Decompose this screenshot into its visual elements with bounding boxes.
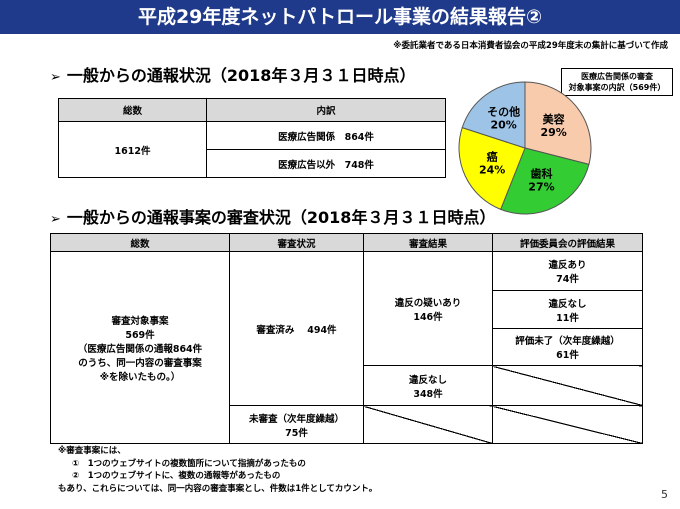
suspected-count: 違反の疑いあり 146件 <box>363 251 493 366</box>
footnote: ※審査事案には、 ① 1つのウェブサイトの複数箇所について指摘があったもの ② … <box>58 445 377 495</box>
page-title: 平成29年度ネットパトロール事業の結果報告② <box>0 0 680 34</box>
empty-cell <box>492 405 643 444</box>
pie-slice <box>461 81 526 149</box>
header-breakdown: 内訳 <box>206 98 446 122</box>
pie-slice <box>500 147 590 215</box>
pie-slice-percent: 24% <box>479 163 505 176</box>
footnote-line: ※審査事案には、 <box>58 446 126 456</box>
footnote-line: もあり、これらについては、同一内容の審査事案とし、件数は1件としてカウント。 <box>58 483 378 494</box>
review-total: 審査対象事案 569件 （医療広告関係の通報864件 のうち、同一内容の審査事案… <box>50 251 230 444</box>
section1-heading: ➢ 一般からの通報状況（2018年３月３１日時点） <box>50 62 415 86</box>
header-committee-result: 評価委員会の評価結果 <box>492 233 643 252</box>
review-table: 総数 審査状況 審査結果 評価委員会の評価結果 審査対象事案 569件 （医療広… <box>50 233 643 444</box>
pie-slice-label: その他 <box>487 105 520 119</box>
pie-slice-label: 歯科 <box>530 166 552 180</box>
source-note: ※委託業者である日本消費者協会の平成29年度末の集計に基づいて作成 <box>393 41 668 51</box>
no-violation-count: 違反なし 348件 <box>363 365 493 406</box>
section2-heading-text: 一般からの通報事案の審査状況（2018年３月３１日時点） <box>66 208 496 227</box>
pie-slice <box>458 126 526 211</box>
violation-count: 違反あり 74件 <box>492 251 643 291</box>
pie-caption-line2: 対象事案の内訳（569件） <box>568 83 666 92</box>
section1-heading-text: 一般からの通報状況（2018年３月３１日時点） <box>66 66 416 85</box>
header-total: 総数 <box>50 233 230 252</box>
breakdown-medical: 医療広告関係 864件 <box>206 121 446 150</box>
pie-caption-line1: 医療広告関係の審査 <box>581 72 653 81</box>
header-total: 総数 <box>58 98 207 122</box>
pie-slice-percent: 27% <box>528 180 554 193</box>
arrow-icon: ➢ <box>50 70 61 85</box>
empty-cell <box>492 365 643 406</box>
header-review-status: 審査状況 <box>229 233 364 252</box>
page-number: 5 <box>661 488 668 501</box>
header-review-result: 審査結果 <box>363 233 493 252</box>
breakdown-other: 医療広告以外 748件 <box>206 149 446 178</box>
footnote-line: ① 1つのウェブサイトの複数箇所について指摘があったもの <box>72 458 306 469</box>
pie-slice <box>524 81 592 166</box>
pie-slice-label: 癌 <box>487 149 498 163</box>
unreviewed-count: 未審査（次年度繰越） 75件 <box>229 405 364 444</box>
no-violation-eval-count: 違反なし 11件 <box>492 290 643 329</box>
section2-heading: ➢ 一般からの通報事案の審査状況（2018年３月３１日時点） <box>50 204 495 228</box>
report-table: 総数 内訳 1612件 医療広告関係 864件 医療広告以外 748件 <box>58 98 446 178</box>
pie-slice-percent: 29% <box>541 126 567 139</box>
pending-eval-count: 評価未了（次年度繰越） 61件 <box>492 328 643 366</box>
pie-slice-percent: 20% <box>490 119 516 132</box>
report-total: 1612件 <box>58 121 207 178</box>
arrow-icon: ➢ <box>50 212 61 227</box>
empty-cell <box>363 405 493 444</box>
pie-caption: 医療広告関係の審査 対象事案の内訳（569件） <box>561 68 673 96</box>
reviewed-count: 審査済み 494件 <box>229 251 364 406</box>
pie-slice-label: 美容 <box>543 112 565 126</box>
footnote-line: ② 1つのウェブサイトに、複数の通報等があったもの <box>72 471 281 481</box>
